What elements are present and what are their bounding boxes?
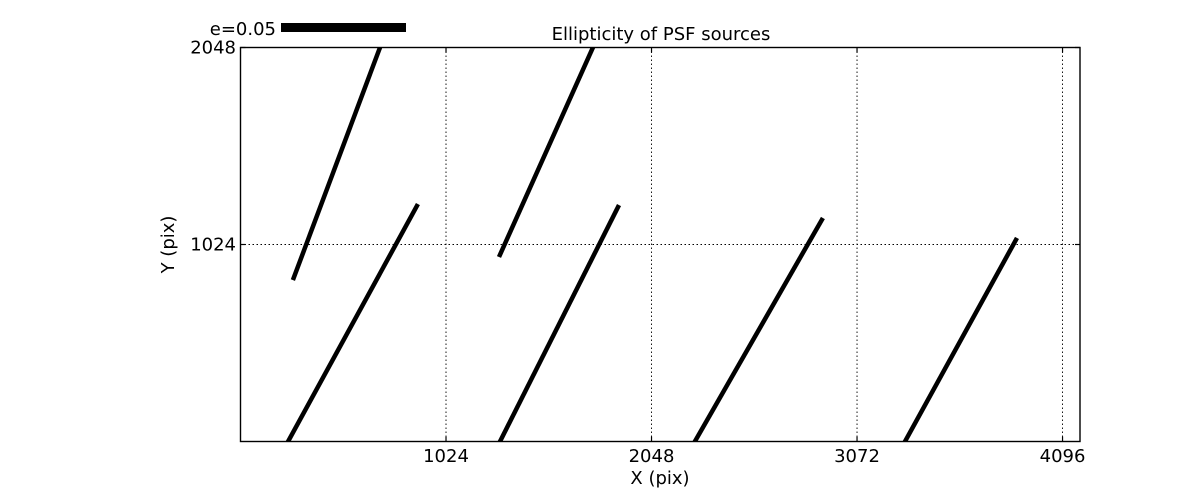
tick-marks — [240, 46, 1080, 442]
x-axis-label: X (pix) — [630, 468, 689, 489]
x-tick-label: 1024 — [423, 446, 469, 467]
x-tick-label: 4096 — [1040, 446, 1086, 467]
plot-title: Ellipticity of PSF sources — [552, 24, 771, 45]
y-tick-label: 1024 — [190, 235, 236, 256]
ellipticity-whisker — [902, 236, 1019, 442]
tick-labels: 1024 2048 3072 4096 1024 2048 — [190, 38, 1085, 468]
legend: e=0.05 — [210, 19, 406, 40]
ellipticity-whiskers — [285, 47, 1019, 442]
x-tick-label: 2048 — [629, 446, 675, 467]
legend-label: e=0.05 — [210, 19, 276, 40]
legend-scale-bar — [281, 23, 406, 32]
ellipticity-whisker — [290, 47, 383, 281]
ellipticity-whisker — [285, 203, 420, 442]
x-tick-label: 3072 — [834, 446, 880, 467]
y-axis-label: Y (pix) — [158, 216, 179, 275]
ellipticity-whisker — [497, 204, 622, 442]
ellipticity-whisker — [692, 216, 825, 442]
grid-lines — [240, 47, 1080, 442]
ellipticity-whisker — [496, 47, 596, 258]
axes-frame — [239, 46, 1081, 443]
y-tick-label: 2048 — [190, 38, 236, 59]
